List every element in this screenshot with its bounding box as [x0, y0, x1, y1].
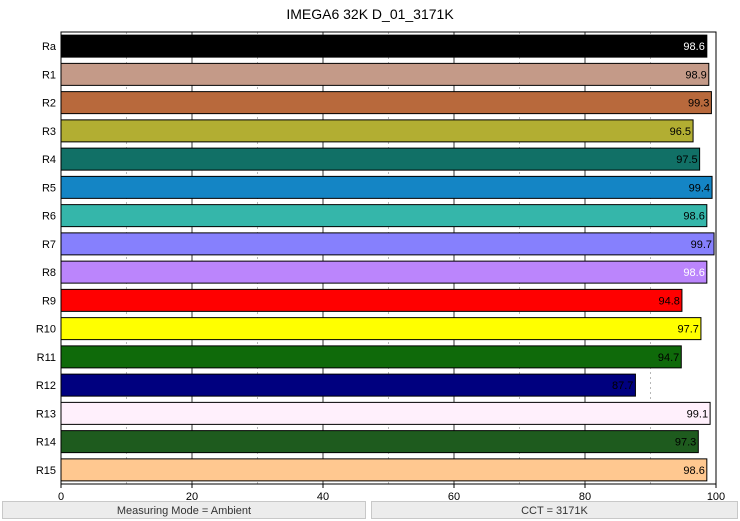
bar-r1 [60, 62, 710, 86]
value-label: 98.6 [683, 211, 704, 223]
value-label: 96.5 [670, 126, 691, 138]
plot-frame [60, 31, 717, 485]
category-label: R6 [42, 211, 56, 223]
value-label: 94.7 [658, 352, 679, 364]
category-label: R3 [42, 126, 56, 138]
bar-r5 [60, 175, 713, 199]
value-label: 98.9 [685, 69, 706, 81]
value-label: 94.8 [659, 295, 680, 307]
bar-r13 [60, 401, 711, 425]
x-tick-label: 20 [186, 491, 198, 500]
bar-r12 [60, 373, 636, 397]
value-label: 99.3 [688, 98, 709, 110]
value-label: 99.1 [687, 408, 708, 420]
bar-r15 [60, 458, 708, 482]
bar-r11 [60, 345, 682, 369]
bar-chart: Ra 98.6 R1 98.9 R2 99.3 R3 96.5 R4 97.5 R5 99.4 R6 98… [36, 31, 725, 500]
category-label: R14 [36, 437, 56, 449]
x-tick-label: 40 [317, 491, 329, 500]
category-label: R1 [42, 69, 56, 81]
bar-r14 [60, 430, 699, 454]
category-label: R8 [42, 267, 56, 279]
bar-r8 [60, 260, 708, 284]
x-tick-label: 0 [58, 491, 64, 500]
category-label: R12 [36, 380, 56, 392]
category-label: R4 [42, 154, 56, 166]
measuring-mode-status: Measuring Mode = Ambient [2, 501, 366, 519]
x-tick-label: 80 [579, 491, 591, 500]
bar-r2 [60, 91, 712, 115]
chart-title: IMEGA6 32K D_01_3171K [286, 6, 454, 22]
category-label: R2 [42, 98, 56, 110]
category-label: R13 [36, 408, 56, 420]
bar-r3 [60, 119, 694, 143]
value-label: 99.4 [689, 182, 710, 194]
value-label: 97.3 [675, 437, 696, 449]
value-label: 87.7 [612, 380, 633, 392]
value-label: 98.6 [683, 41, 704, 53]
cct-status: CCT = 3171K [371, 501, 738, 519]
category-label: R9 [42, 295, 56, 307]
value-label: 98.6 [683, 267, 704, 279]
bar-r6 [60, 204, 708, 228]
bar-ra [60, 34, 708, 58]
value-label: 99.7 [691, 239, 712, 251]
bar-r4 [60, 147, 701, 171]
category-label: R10 [36, 324, 56, 336]
value-label: 98.6 [683, 465, 704, 477]
category-label: R7 [42, 239, 56, 251]
category-label: Ra [42, 41, 57, 53]
bar-r10 [60, 317, 702, 341]
category-label: R15 [36, 465, 56, 477]
value-label: 97.5 [676, 154, 697, 166]
x-tick-label: 60 [448, 491, 460, 500]
value-label: 97.7 [678, 324, 699, 336]
x-tick-label: 100 [707, 491, 725, 500]
bar-r7 [60, 232, 715, 256]
category-label: R5 [42, 182, 56, 194]
bar-r9 [60, 288, 683, 312]
category-label: R11 [37, 352, 56, 364]
